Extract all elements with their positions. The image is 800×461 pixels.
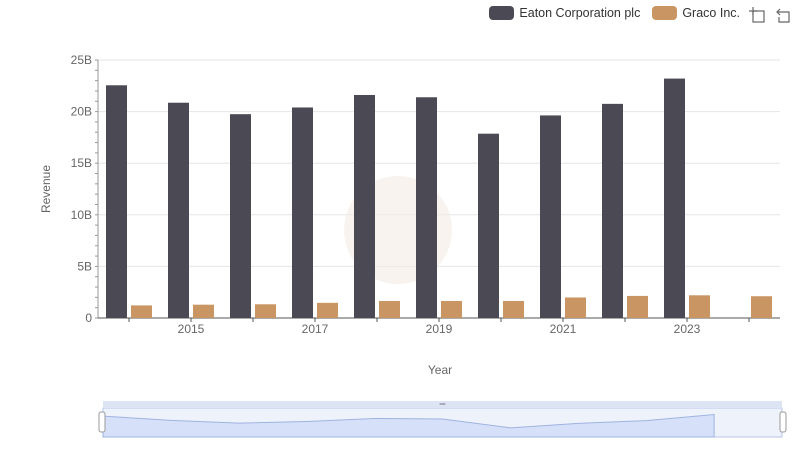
bar-graco-2015[interactable] xyxy=(193,304,214,318)
legend-item-eaton[interactable]: Eaton Corporation plc xyxy=(489,6,640,20)
legend-item-graco[interactable]: Graco Inc. xyxy=(652,6,740,20)
legend-label-graco: Graco Inc. xyxy=(682,6,740,20)
y-tick-label: 10B xyxy=(71,208,92,222)
bar-eaton-2016[interactable] xyxy=(230,114,251,319)
bar-graco-2016[interactable] xyxy=(255,304,276,318)
bar-eaton-2017[interactable] xyxy=(292,107,313,318)
legend-label-eaton: Eaton Corporation plc xyxy=(519,6,641,20)
legend: Eaton Corporation plc Graco Inc. xyxy=(477,4,740,22)
bar-eaton-2018[interactable] xyxy=(354,94,375,318)
bar-eaton-2023[interactable] xyxy=(664,78,685,319)
x-tick-label: 2019 xyxy=(426,322,453,336)
bar-graco-2017[interactable] xyxy=(317,302,338,318)
y-tick-label: 5B xyxy=(77,259,92,273)
slider-handle-left[interactable] xyxy=(98,411,106,433)
y-tick-label: 15B xyxy=(71,156,92,170)
restore-icon[interactable] xyxy=(774,6,792,24)
bar-graco-2019[interactable] xyxy=(441,300,462,318)
x-tick-label: 2023 xyxy=(674,322,701,336)
bar-eaton-2022[interactable] xyxy=(602,103,623,318)
x-tick-label: 2017 xyxy=(302,322,329,336)
slider-handle-right[interactable] xyxy=(779,411,787,433)
y-tick-label: 0 xyxy=(85,311,92,325)
x-tick-label: 2021 xyxy=(550,322,577,336)
x-tick-label: 2015 xyxy=(178,322,205,336)
legend-swatch-eaton xyxy=(489,6,515,20)
bar-eaton-2019[interactable] xyxy=(416,97,437,318)
bar-eaton-2014[interactable] xyxy=(106,85,127,318)
bar-eaton-2021[interactable] xyxy=(540,115,561,319)
bar-eaton-2020[interactable] xyxy=(478,133,499,318)
bar-graco-2014[interactable] xyxy=(131,305,152,318)
bar-graco-2024[interactable] xyxy=(751,296,772,318)
bar-eaton-2015[interactable] xyxy=(168,102,189,319)
zoom-select-icon[interactable] xyxy=(748,6,766,24)
bar-graco-2023[interactable] xyxy=(689,295,710,318)
bar-graco-2020[interactable] xyxy=(503,300,524,318)
legend-swatch-graco xyxy=(652,6,678,20)
x-axis-title: Year xyxy=(428,363,452,377)
slider-preview-area xyxy=(102,413,715,438)
y-tick-label: 20B xyxy=(71,105,92,119)
y-axis-title: Revenue xyxy=(39,165,53,213)
y-tick-label: 25B xyxy=(71,53,92,67)
bar-graco-2018[interactable] xyxy=(379,300,400,318)
bar-graco-2021[interactable] xyxy=(565,297,586,318)
toolbox xyxy=(748,6,792,24)
bar-graco-2022[interactable] xyxy=(627,295,648,318)
